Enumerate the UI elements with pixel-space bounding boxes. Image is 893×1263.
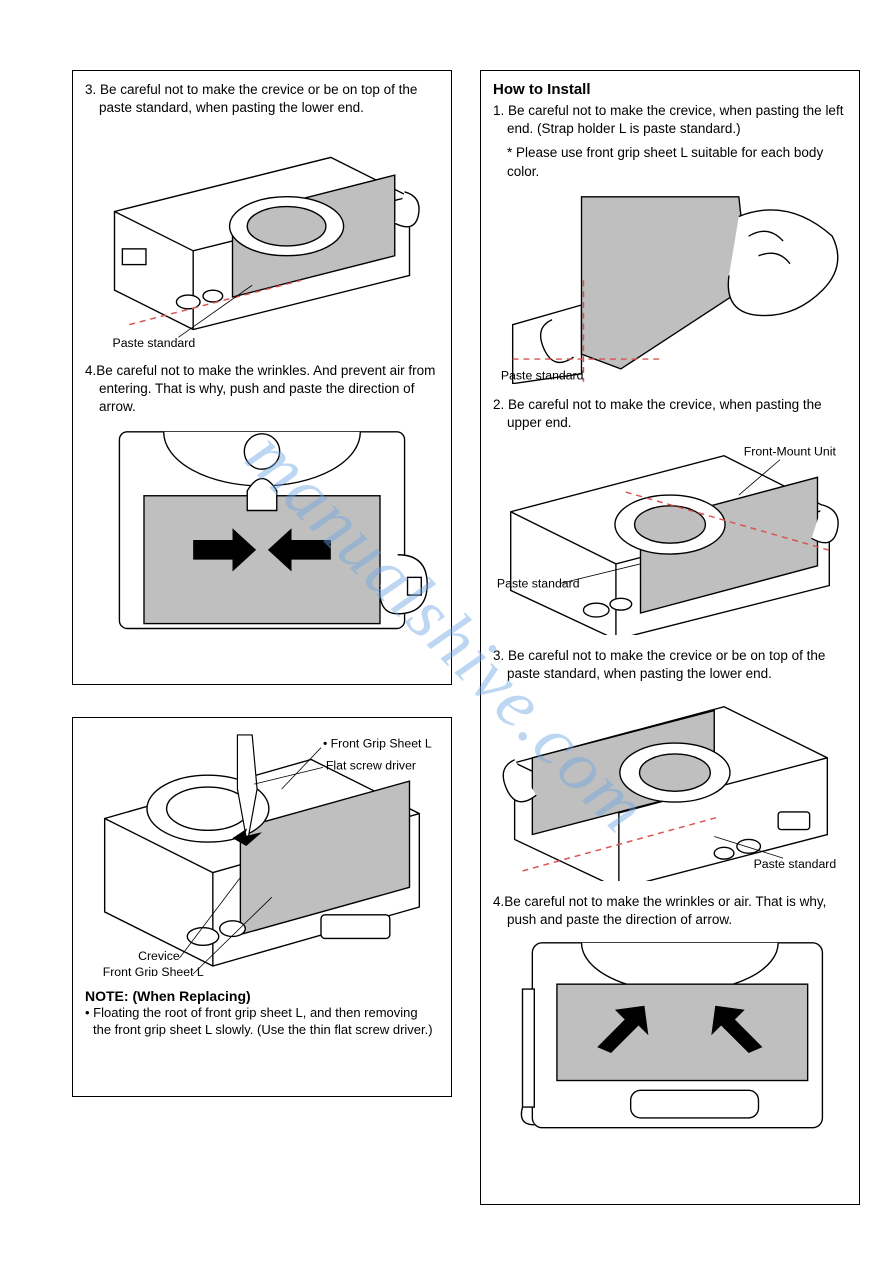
left-replace-figure: • Front Grip Sheet L Flat screw driver C… (85, 730, 439, 976)
left-step3-figure: Paste standard (85, 123, 439, 349)
callout-driver: Flat screw driver (326, 758, 416, 772)
note-title: NOTE: (When Replacing) (85, 988, 439, 1004)
right-step3-label: Paste standard (754, 857, 837, 871)
callout-crevice: Crevice (138, 949, 180, 963)
right-step4-text: 4.Be careful not to make the wrinkles or… (493, 893, 847, 929)
right-step1-text: 1. Be careful not to make the crevice, w… (493, 102, 847, 138)
left-step3-label: Paste standard (113, 337, 196, 350)
left-column: 3. Be careful not to make the crevice or… (72, 70, 452, 1243)
left-box-top: 3. Be careful not to make the crevice or… (72, 70, 452, 685)
right-step4-figure (493, 935, 847, 1132)
right-column: How to Install 1. Be careful not to make… (480, 70, 860, 1243)
right-step1-note: * Please use front grip sheet L suitable… (493, 144, 847, 180)
left-step3-text: 3. Be careful not to make the crevice or… (85, 81, 439, 117)
right-step2-label: Paste standard (497, 576, 580, 590)
callout-grip-l: • Front Grip Sheet L (323, 737, 432, 751)
left-step4-figure (85, 422, 439, 643)
right-step2-text: 2. Be careful not to make the crevice, w… (493, 396, 847, 432)
right-step1-label: Paste standard (501, 369, 584, 383)
page-columns: 3. Be careful not to make the crevice or… (72, 70, 861, 1243)
right-step3-figure: Paste standard (493, 689, 847, 881)
callout-grip-l2: Front Grip Sheet L (103, 965, 204, 976)
left-box-bottom: • Front Grip Sheet L Flat screw driver C… (72, 717, 452, 1097)
right-heading: How to Install (493, 81, 847, 98)
right-step3-text: 3. Be careful not to make the crevice or… (493, 647, 847, 683)
right-box: How to Install 1. Be careful not to make… (480, 70, 860, 1205)
right-step2-label2: Front-Mount Unit (744, 445, 837, 459)
note-body: • Floating the root of front grip sheet … (85, 1004, 439, 1039)
right-step1-figure: Paste standard (493, 187, 847, 384)
left-step4-text: 4.Be careful not to make the wrinkles. A… (85, 362, 439, 417)
right-step2-figure: Paste standard Front-Mount Unit (493, 438, 847, 635)
